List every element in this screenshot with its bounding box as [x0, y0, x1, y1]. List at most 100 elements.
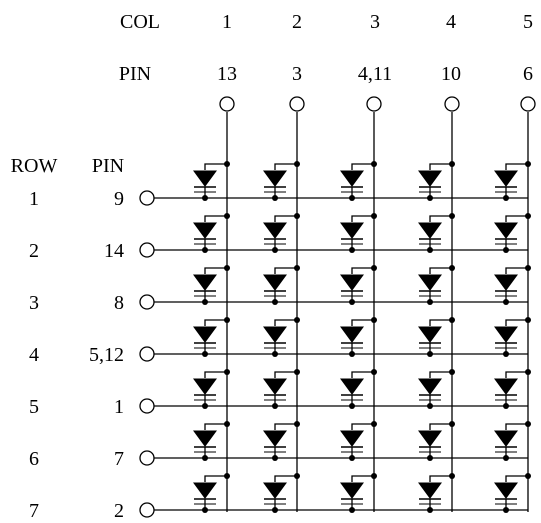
led-r1-c1: [194, 161, 230, 201]
junction-dot: [272, 299, 278, 305]
junction-dot: [525, 317, 531, 323]
junction-dot: [272, 455, 278, 461]
junction-dot: [427, 299, 433, 305]
column-pin-terminal: [290, 97, 304, 111]
row-pin-label: 7: [114, 448, 124, 470]
led-triangle: [495, 483, 517, 498]
led-anode-lead: [352, 476, 374, 482]
led-r1-c2: [264, 161, 300, 201]
row-pin-terminal: [140, 243, 154, 257]
led-triangle: [419, 379, 441, 394]
row-pin-header-label: PIN: [92, 155, 124, 177]
junction-dot: [349, 455, 355, 461]
led-r4-c3: [341, 317, 377, 357]
led-r7-c1: [194, 473, 230, 513]
led-triangle: [194, 223, 216, 238]
junction-dot: [272, 507, 278, 513]
row-pin-label: 8: [114, 292, 124, 314]
led-anode-lead: [430, 268, 452, 274]
junction-dot: [294, 421, 300, 427]
led-triangle: [194, 431, 216, 446]
led-triangle: [341, 483, 363, 498]
led-r2-c4: [419, 213, 455, 253]
led-triangle: [341, 223, 363, 238]
junction-dot: [224, 369, 230, 375]
junction-dot: [224, 265, 230, 271]
led-r7-c3: [341, 473, 377, 513]
led-anode-lead: [430, 372, 452, 378]
junction-dot: [449, 317, 455, 323]
junction-dot: [427, 507, 433, 513]
led-triangle: [495, 171, 517, 186]
led-triangle: [495, 327, 517, 342]
junction-dot: [349, 195, 355, 201]
led-anode-lead: [506, 268, 528, 274]
led-anode-lead: [205, 476, 227, 482]
column-pin-terminal: [445, 97, 459, 111]
junction-dot: [525, 369, 531, 375]
led-triangle: [495, 431, 517, 446]
row-pin-label: 14: [104, 240, 124, 262]
junction-dot: [202, 507, 208, 513]
junction-dot: [272, 195, 278, 201]
led-r7-c5: [495, 473, 531, 513]
junction-dot: [224, 317, 230, 323]
row-pin-terminal: [140, 191, 154, 205]
led-triangle: [341, 327, 363, 342]
led-anode-lead: [205, 372, 227, 378]
led-r2-c1: [194, 213, 230, 253]
led-r4-c4: [419, 317, 455, 357]
junction-dot: [349, 507, 355, 513]
led-triangle: [419, 327, 441, 342]
junction-dot: [449, 473, 455, 479]
junction-dot: [202, 299, 208, 305]
led-triangle: [419, 483, 441, 498]
led-anode-lead: [352, 372, 374, 378]
row-number-label: 3: [29, 292, 39, 314]
led-anode-lead: [352, 268, 374, 274]
junction-dot: [202, 455, 208, 461]
led-r5-c5: [495, 369, 531, 409]
col-number-label: 4: [446, 11, 456, 33]
row-header-label: ROW: [11, 155, 58, 177]
col-pin-label: 4,11: [358, 63, 392, 85]
led-anode-lead: [205, 216, 227, 222]
row-pin-label: 9: [114, 188, 124, 210]
junction-dot: [294, 213, 300, 219]
led-anode-lead: [275, 164, 297, 170]
led-triangle: [194, 327, 216, 342]
junction-dot: [449, 213, 455, 219]
led-r5-c3: [341, 369, 377, 409]
junction-dot: [202, 403, 208, 409]
led-anode-lead: [275, 216, 297, 222]
led-r6-c3: [341, 421, 377, 461]
led-triangle: [264, 431, 286, 446]
led-r6-c4: [419, 421, 455, 461]
led-anode-lead: [430, 164, 452, 170]
junction-dot: [349, 247, 355, 253]
led-r5-c1: [194, 369, 230, 409]
led-triangle: [194, 171, 216, 186]
led-r3-c1: [194, 265, 230, 305]
junction-dot: [294, 473, 300, 479]
junction-dot: [224, 161, 230, 167]
pin-header-label: PIN: [119, 63, 151, 85]
row-number-label: 2: [29, 240, 39, 262]
led-triangle: [194, 275, 216, 290]
led-anode-lead: [506, 216, 528, 222]
row-number-label: 4: [29, 344, 39, 366]
col-pin-label: 10: [441, 63, 461, 85]
led-triangle: [419, 223, 441, 238]
row-number-label: 6: [29, 448, 39, 470]
led-r4-c2: [264, 317, 300, 357]
junction-dot: [349, 403, 355, 409]
junction-dot: [294, 161, 300, 167]
led-triangle: [341, 431, 363, 446]
junction-dot: [427, 247, 433, 253]
junction-dot: [224, 421, 230, 427]
led-r1-c5: [495, 161, 531, 201]
junction-dot: [349, 299, 355, 305]
led-anode-lead: [275, 476, 297, 482]
junction-dot: [427, 455, 433, 461]
col-number-label: 5: [523, 11, 533, 33]
